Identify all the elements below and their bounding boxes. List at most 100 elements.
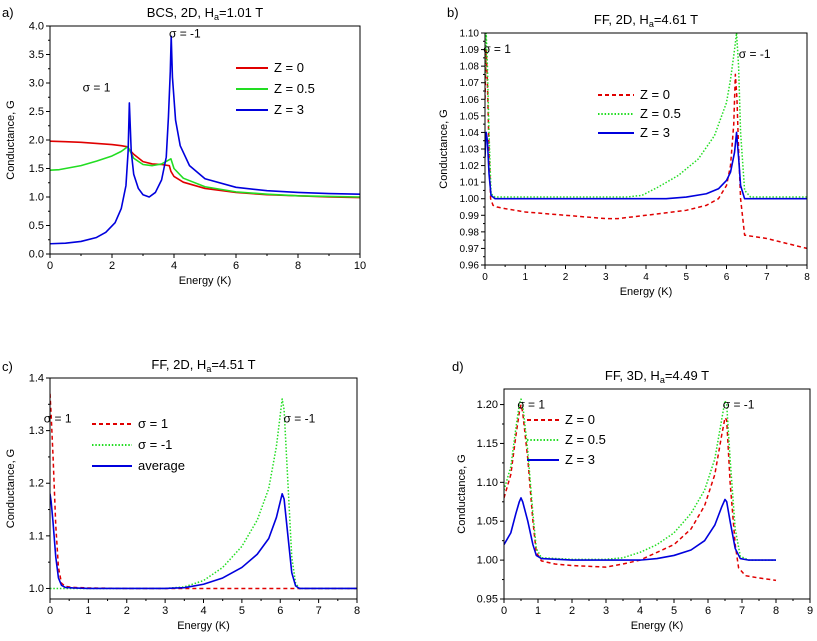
series-line-3 — [50, 492, 357, 590]
x-tick-label: 10 — [354, 260, 366, 272]
x-tick-label: 9 — [807, 605, 813, 617]
x-tick-label: 0 — [47, 605, 53, 617]
y-tick-label: 0.95 — [477, 594, 498, 606]
x-tick-label: 3 — [603, 272, 609, 283]
y-tick-label: 0.0 — [29, 249, 44, 261]
x-axis-label: Energy (K) — [177, 620, 230, 632]
y-axis-label: Conductance, G — [456, 454, 468, 534]
y-tick-label: 1.04 — [460, 128, 480, 139]
y-tick-label: 4.0 — [29, 21, 44, 33]
y-tick-label: 3.0 — [29, 78, 44, 90]
x-tick-label: 2 — [563, 272, 569, 283]
y-tick-label: 3.5 — [29, 49, 44, 61]
title-part: =4.51 T — [211, 357, 255, 372]
y-tick-label: 1.06 — [460, 95, 480, 106]
title-part: BCS, 2D, H — [147, 5, 214, 20]
x-tick-label: 4 — [643, 272, 649, 283]
y-tick-label: 0.97 — [460, 244, 480, 255]
y-tick-label: 1.03 — [460, 145, 480, 156]
peak-annotation: σ = 1 — [44, 412, 72, 426]
series-line-1 — [504, 403, 777, 582]
chart-panel-4: d) FF, 3D, Ha=4.49 T 0 1 2 3 4 5 6 7 8 9 0.95 1.00 1.0… — [452, 359, 813, 632]
title-subscript: a — [649, 19, 654, 29]
plot-frame — [49, 25, 361, 255]
x-tick-label: 8 — [354, 605, 360, 617]
y-tick-label: 0.99 — [460, 211, 480, 222]
y-tick-label: 0.98 — [460, 227, 480, 238]
peak-annotation: σ = -1 — [284, 412, 316, 426]
y-tick-label: 0.96 — [460, 261, 480, 272]
x-tick-label: 0 — [501, 605, 507, 617]
legend-label: Z = 3 — [565, 452, 595, 467]
x-tick-label: 5 — [683, 272, 689, 283]
chart-panel-2: b) FF, 2D, Ha=4.61 T 0 1 2 3 4 5 6 7 8 0.96 0.97 0.98… — [438, 5, 810, 298]
series-line-1 — [485, 48, 807, 250]
x-tick-label: 6 — [277, 605, 283, 617]
title-part: FF, 2D, H — [594, 12, 649, 27]
y-tick-label: 1.0 — [29, 583, 44, 595]
title-subscript: a — [206, 364, 211, 374]
series-line-3 — [485, 131, 807, 200]
chart-panel-1: a) BCS, 2D, Ha=1.01 T 0 2 4 6 8 10 0.0 0.5 1.0 1.5 2… — [2, 5, 366, 287]
y-tick-label: 2.5 — [29, 106, 44, 118]
y-tick-label: 1.09 — [460, 45, 480, 56]
y-tick-label: 1.15 — [477, 438, 498, 450]
x-tick-label: 7 — [764, 272, 770, 283]
x-tick-label: 3 — [162, 605, 168, 617]
x-tick-label: 4 — [171, 260, 177, 272]
peak-annotation: σ = -1 — [169, 26, 201, 40]
legend-label: Z = 0 — [274, 60, 304, 75]
x-axis-label: Energy (K) — [631, 620, 684, 632]
y-tick-label: 1.05 — [460, 111, 480, 122]
x-tick-label: 4 — [200, 605, 206, 617]
x-tick-label: 7 — [316, 605, 322, 617]
series-line-3 — [504, 497, 776, 561]
plot-frame — [484, 32, 808, 266]
y-tick-label: 1.20 — [477, 399, 498, 411]
peak-annotation: σ = 1 — [483, 42, 511, 56]
y-axis-label: Conductance, G — [5, 100, 17, 180]
series-line-2 — [50, 146, 360, 198]
legend-label: σ = -1 — [138, 437, 172, 452]
x-tick-label: 2 — [124, 605, 130, 617]
series-line-2 — [504, 398, 776, 561]
panel-label: d) — [452, 359, 464, 374]
x-tick-label: 1 — [85, 605, 91, 617]
x-tick-label: 1 — [522, 272, 528, 283]
title-part: =4.49 T — [665, 368, 709, 383]
chart-title: FF, 3D, Ha=4.49 T — [605, 368, 709, 385]
series-line-3 — [50, 35, 360, 245]
y-tick-label: 1.00 — [460, 194, 480, 205]
chart-title: FF, 2D, Ha=4.51 T — [151, 357, 255, 374]
y-tick-label: 1.07 — [460, 78, 480, 89]
title-part: FF, 2D, H — [151, 357, 206, 372]
x-tick-label: 8 — [773, 605, 779, 617]
y-tick-label: 1.10 — [460, 29, 480, 40]
peak-annotation: σ = -1 — [723, 397, 755, 411]
title-subscript: a — [660, 375, 665, 385]
peak-annotation: σ = 1 — [83, 81, 111, 95]
y-axis-label: Conductance, G — [5, 449, 17, 529]
series-line-2 — [50, 398, 357, 590]
x-tick-label: 3 — [603, 605, 609, 617]
x-tick-label: 5 — [239, 605, 245, 617]
x-tick-label: 8 — [295, 260, 301, 272]
x-axis-label: Energy (K) — [620, 286, 673, 298]
chart-title: FF, 2D, Ha=4.61 T — [594, 12, 698, 29]
x-tick-label: 0 — [482, 272, 488, 283]
y-tick-label: 1.01 — [460, 178, 480, 189]
y-tick-label: 0.5 — [29, 220, 44, 232]
y-tick-label: 1.5 — [29, 163, 44, 175]
y-tick-label: 1.0 — [29, 192, 44, 204]
x-tick-label: 1 — [535, 605, 541, 617]
peak-annotation: σ = -1 — [739, 47, 771, 61]
y-tick-label: 1.1 — [29, 530, 44, 542]
y-tick-label: 1.05 — [477, 516, 498, 528]
legend-label: Z = 3 — [640, 125, 670, 140]
chart-panel-3: c) FF, 2D, Ha=4.51 T 0 1 2 3 4 5 6 7 8 1.0 1.1 1.2 1.3… — [2, 357, 360, 632]
legend-label: Z = 0.5 — [565, 432, 606, 447]
y-tick-label: 1.3 — [29, 425, 44, 437]
y-axis-label: Conductance, G — [438, 109, 450, 189]
title-part: =4.61 T — [654, 12, 698, 27]
